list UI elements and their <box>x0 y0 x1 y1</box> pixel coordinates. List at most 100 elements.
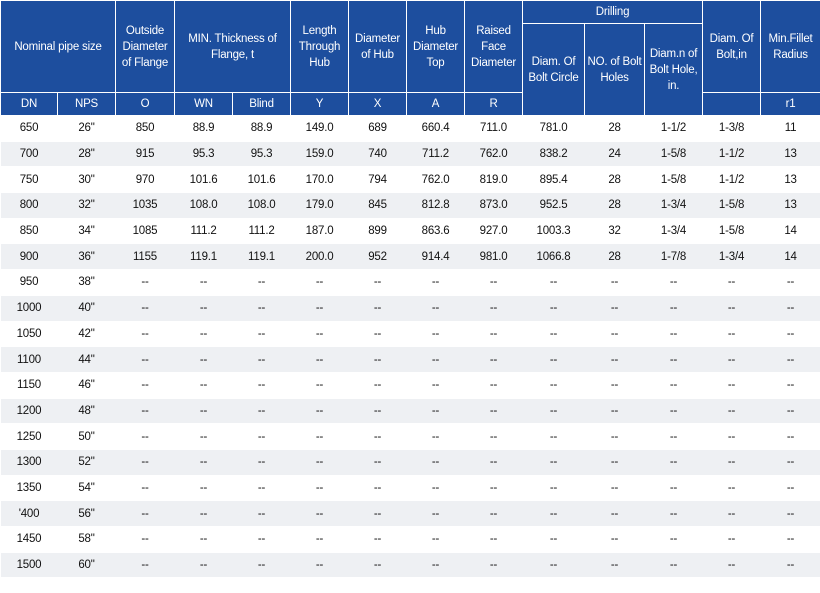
table-cell: -- <box>290 294 349 321</box>
table-cell: -- <box>115 346 175 373</box>
table-cell: 850 <box>0 217 58 244</box>
table-cell: 11 <box>760 115 820 142</box>
table-cell: 52" <box>57 448 116 476</box>
table-cell: -- <box>760 371 820 399</box>
table-cell: -- <box>522 397 585 424</box>
table-cell: -- <box>522 294 585 321</box>
table-cell: 700 <box>0 140 58 167</box>
table-cell: -- <box>174 526 233 553</box>
table-cell: -- <box>232 500 291 527</box>
table-cell: -- <box>760 448 820 476</box>
table-cell: 845 <box>348 192 407 219</box>
table-cell: -- <box>406 371 465 399</box>
table-cell: -- <box>464 346 523 373</box>
table-cell: 1003.3 <box>522 217 585 244</box>
table-cell: 42" <box>57 320 116 347</box>
table-cell: -- <box>584 269 645 296</box>
table-cell: 927.0 <box>464 217 523 244</box>
table-cell: -- <box>348 423 407 450</box>
table-cell: -- <box>464 294 523 321</box>
table-cell: 800 <box>0 192 58 219</box>
table-cell: 149.0 <box>290 115 349 142</box>
table-cell: 1-3/4 <box>644 192 703 219</box>
table-cell: -- <box>760 269 820 296</box>
table-cell: -- <box>760 346 820 373</box>
table-cell: -- <box>174 474 233 501</box>
table-cell: -- <box>174 269 233 296</box>
table-cell: -- <box>348 371 407 399</box>
table-cell: 762.0 <box>464 140 523 167</box>
table-cell: 915 <box>115 140 175 167</box>
table-cell: -- <box>232 526 291 553</box>
table-cell: -- <box>348 551 407 578</box>
table-cell: -- <box>522 320 585 347</box>
table-cell: -- <box>406 320 465 347</box>
table-cell: 1350 <box>0 474 58 501</box>
table-cell: 750 <box>0 166 58 193</box>
subheader-diam-bolt <box>702 92 762 116</box>
table-row: 800 32" 1035 108.0 108.0 179.0 845 812.8 873.0 95… <box>0 192 820 219</box>
table-cell: -- <box>584 500 645 527</box>
table-cell: -- <box>115 371 175 399</box>
table-cell: -- <box>702 371 761 399</box>
table-cell: -- <box>115 526 175 553</box>
subheader-r: R <box>464 92 524 116</box>
table-cell: 88.9 <box>174 115 233 142</box>
table-cell: -- <box>290 423 349 450</box>
table-body: 650 26" 850 88.9 88.9 149.0 689 660.4 711.0 781.0… <box>0 115 820 578</box>
header-diam-bolt-hole: Diam.n of Bolt Hole, in. <box>644 23 704 116</box>
table-cell: 812.8 <box>406 192 465 219</box>
header-nominal-pipe-size: Nominal pipe size <box>0 0 116 93</box>
table-row: 1300 52" -- -- -- -- -- -- -- -- -- -- -- -- <box>0 448 820 476</box>
table-cell: -- <box>760 526 820 553</box>
table-cell: 1085 <box>115 217 175 244</box>
table-cell: -- <box>464 269 523 296</box>
table-cell: -- <box>522 423 585 450</box>
table-cell: -- <box>522 474 585 501</box>
table-cell: 44" <box>57 346 116 373</box>
table-cell: -- <box>348 448 407 476</box>
table-row: 1350 54" -- -- -- -- -- -- -- -- -- -- -- -- <box>0 474 820 501</box>
table-cell: 28" <box>57 140 116 167</box>
table-cell: 56" <box>57 500 116 527</box>
header-diam-bolt-circle: Diam. Of Bolt Circle <box>522 23 586 116</box>
table-cell: -- <box>115 269 175 296</box>
table-cell: 794 <box>348 166 407 193</box>
table-cell: -- <box>174 423 233 450</box>
table-cell: -- <box>406 397 465 424</box>
table-cell: 179.0 <box>290 192 349 219</box>
table-cell: 1-7/8 <box>644 243 703 270</box>
table-cell: -- <box>702 526 761 553</box>
table-cell: 1500 <box>0 551 58 578</box>
header-no-bolt-holes: NO. of Bolt Holes <box>584 23 646 116</box>
table-cell: -- <box>115 500 175 527</box>
table-cell: -- <box>522 269 585 296</box>
table-cell: -- <box>760 500 820 527</box>
table-cell: -- <box>584 320 645 347</box>
table-cell: -- <box>115 294 175 321</box>
table-cell: 740 <box>348 140 407 167</box>
header-diameter-of-hub: Diameter of Hub <box>348 0 408 93</box>
table-row: 1100 44" -- -- -- -- -- -- -- -- -- -- -- -- <box>0 346 820 373</box>
table-cell: 159.0 <box>290 140 349 167</box>
table-cell: -- <box>115 320 175 347</box>
table-cell: -- <box>174 294 233 321</box>
table-cell: 711.2 <box>406 140 465 167</box>
table-cell: -- <box>174 320 233 347</box>
table-cell: -- <box>174 346 233 373</box>
table-cell: -- <box>232 448 291 476</box>
table-cell: -- <box>115 448 175 476</box>
table-row: 1200 48" -- -- -- -- -- -- -- -- -- -- -- -- <box>0 397 820 424</box>
table-cell: 38" <box>57 269 116 296</box>
table-cell: 1-5/8 <box>702 192 761 219</box>
table-cell: -- <box>644 423 703 450</box>
subheader-wn: WN <box>174 92 233 116</box>
table-cell: 119.1 <box>232 243 291 270</box>
table-row: 1150 46" -- -- -- -- -- -- -- -- -- -- -- -- <box>0 371 820 399</box>
table-cell: 1050 <box>0 320 58 347</box>
subheader-a: A <box>406 92 466 116</box>
table-cell: -- <box>348 500 407 527</box>
table-cell: 970 <box>115 166 175 193</box>
header-drilling: Drilling <box>522 0 704 24</box>
table-cell: -- <box>522 551 585 578</box>
